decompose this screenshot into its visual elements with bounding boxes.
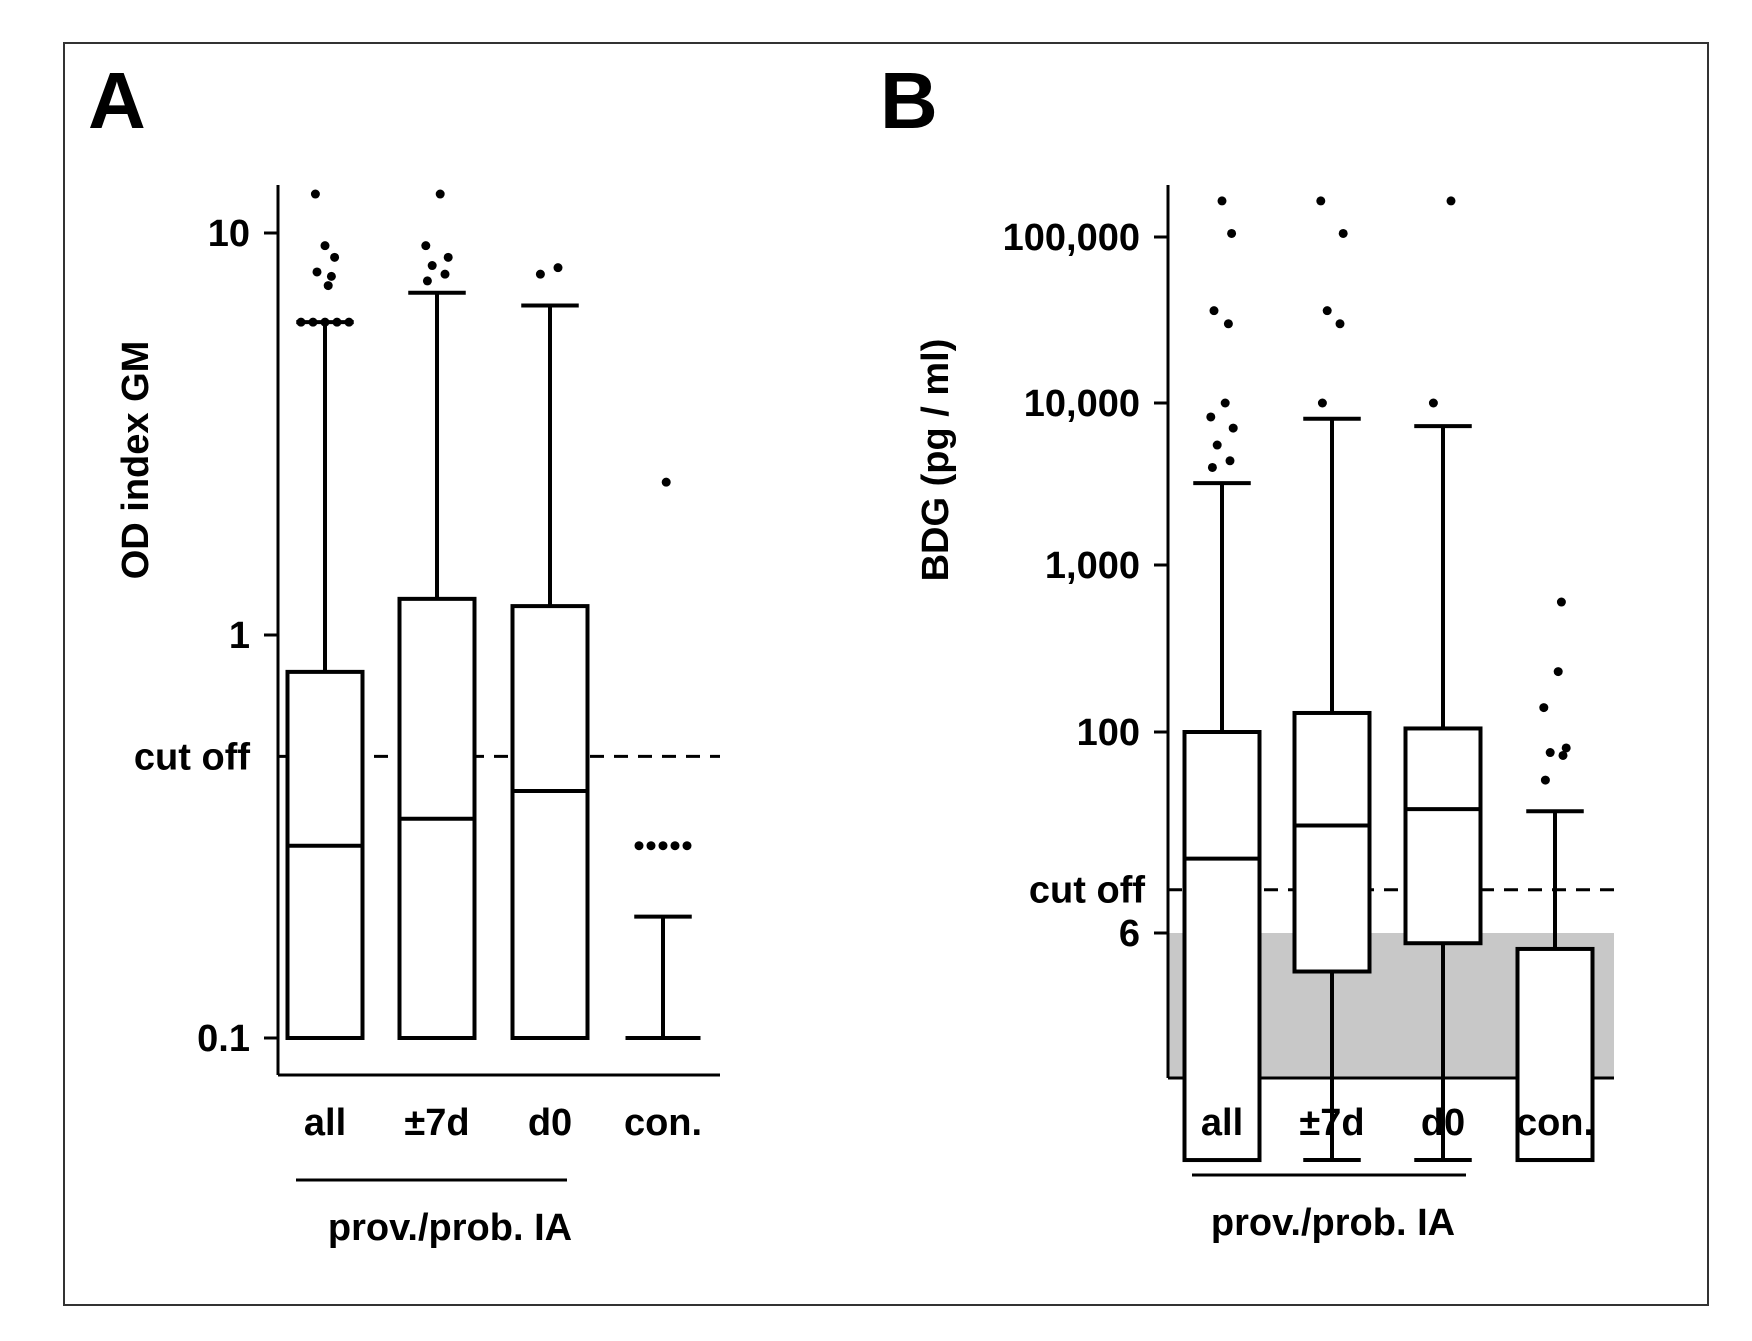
outlier-point (1539, 703, 1549, 713)
panel-a-y-axis-title: OD index GM (115, 341, 157, 580)
outlier-point (1317, 398, 1327, 408)
outlier-point (421, 241, 431, 251)
iqr-box (1515, 946, 1595, 1163)
box-b-1 (1182, 196, 1262, 1163)
outlier-point (310, 189, 320, 199)
outlier-point (1206, 412, 1216, 422)
panel-a-ytick-label: 1 (229, 615, 250, 657)
iqr-box (1292, 710, 1372, 974)
outlier-point (308, 317, 318, 327)
outlier-point (296, 317, 306, 327)
box-b-4 (1515, 597, 1595, 1163)
outlier-point (1446, 196, 1456, 206)
box-b-2 (1292, 196, 1372, 1163)
panel-a-ytick-label: 10 (208, 213, 250, 255)
panel-b-letter: B (880, 56, 938, 145)
iqr-box (510, 604, 590, 1041)
outlier-point (1228, 423, 1238, 433)
outlier-point (682, 841, 692, 851)
outlier-point (330, 252, 340, 262)
panel-b-y-axis-title: BDG (pg / ml) (915, 339, 957, 582)
category-label-b-2: ±7d (1299, 1102, 1364, 1144)
iqr-box (285, 669, 365, 1041)
outlier-point (670, 841, 680, 851)
outlier-point (332, 317, 342, 327)
outlier-point (320, 241, 330, 251)
outlier-point (661, 477, 671, 487)
outlier-point (1217, 196, 1227, 206)
panel-b-ytick-label: 6 (1119, 913, 1140, 955)
panel-a-cutoff-label: cut off (134, 736, 250, 778)
box-a-2 (397, 189, 477, 1040)
outlier-point (1428, 398, 1438, 408)
outlier-point (1540, 775, 1550, 785)
panel-b: B 6 100 1,000 10,000 100,000 BDG (pg / ml) cut … (880, 56, 1614, 1244)
panel-b-cutoff-label: cut off (1029, 870, 1145, 912)
outlier-point (553, 263, 563, 273)
outlier-point (535, 269, 545, 279)
outlier-point (440, 269, 450, 279)
category-label-a-2: ±7d (404, 1102, 469, 1144)
outlier-point (1225, 456, 1235, 466)
panel-b-ytick-label: 100 (1077, 712, 1140, 754)
box-b-3 (1403, 196, 1483, 1163)
box-a-1 (285, 189, 365, 1041)
category-label-b-1: all (1201, 1102, 1243, 1144)
outlier-point (1553, 667, 1563, 677)
panel-b-group-label: prov./prob. IA (1211, 1202, 1455, 1244)
outlier-point (344, 317, 354, 327)
outlier-point (427, 261, 437, 271)
outlier-point (320, 317, 330, 327)
outlier-point (1322, 306, 1332, 316)
category-label-a-3: d0 (528, 1102, 572, 1144)
outlier-point (1338, 228, 1348, 238)
outlier-point (634, 841, 644, 851)
panel-a-group-label: prov./prob. IA (328, 1207, 572, 1249)
iqr-box (1403, 726, 1483, 946)
category-label-b-3: d0 (1421, 1102, 1465, 1144)
box-a-3 (510, 263, 590, 1041)
figure-frame (63, 42, 1709, 1306)
panel-a-ytick-label: 0.1 (197, 1018, 250, 1060)
category-label-a-4: con. (624, 1102, 702, 1144)
outlier-point (1335, 319, 1345, 329)
panel-a-letter: A (88, 56, 146, 145)
outlier-point (1212, 440, 1222, 450)
outlier-point (1220, 398, 1230, 408)
box-a-4 (625, 477, 701, 1040)
iqr-box (1182, 730, 1262, 1163)
outlier-point (326, 271, 336, 281)
outlier-point (1561, 743, 1571, 753)
outlier-point (435, 189, 445, 199)
outlier-point (1556, 597, 1566, 607)
outlier-point (443, 252, 453, 262)
panel-b-ytick-label: 100,000 (1003, 217, 1140, 259)
category-label-a-1: all (304, 1102, 346, 1144)
outlier-point (1207, 462, 1217, 472)
category-label-b-4: con. (1516, 1102, 1594, 1144)
outlier-point (1558, 750, 1568, 760)
outlier-point (422, 276, 432, 286)
outlier-point (1227, 228, 1237, 238)
outlier-point (1209, 306, 1219, 316)
outlier-point (658, 841, 668, 851)
panel-b-ytick-label: 10,000 (1024, 383, 1140, 425)
panel-b-ytick-label: 1,000 (1045, 545, 1140, 587)
outlier-point (1545, 748, 1555, 758)
outlier-point (1223, 319, 1233, 329)
outlier-point (1316, 196, 1326, 206)
outlier-point (646, 841, 656, 851)
outlier-point (312, 267, 322, 277)
panel-a: A 0.1 1 10 OD index GM cut off all ±7d d0 con. pro… (88, 56, 720, 1249)
outlier-point (323, 281, 333, 291)
